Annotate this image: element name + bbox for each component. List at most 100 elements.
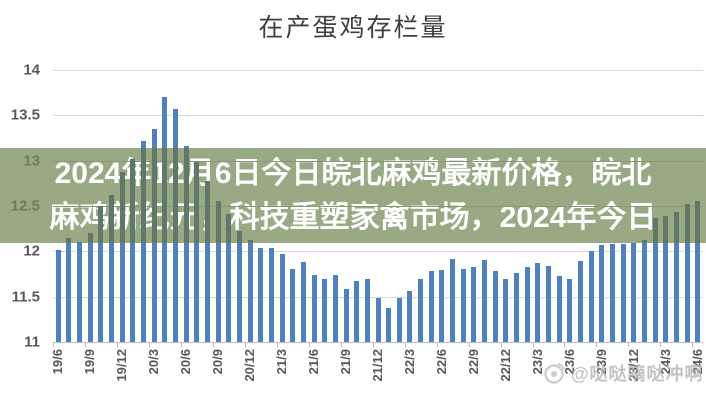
bar: [439, 270, 445, 342]
bar: [119, 171, 125, 342]
bar-ghost: [652, 217, 658, 243]
bar: [641, 240, 647, 342]
bar-ghost: [236, 231, 242, 243]
bar: [375, 298, 381, 342]
x-axis-tick-label: 21/9: [338, 349, 354, 375]
bar: [109, 195, 115, 342]
watermark-handle: @哒哒嘀哒冲啊: [571, 364, 704, 384]
x-axis-tick: [212, 342, 214, 347]
bar: [492, 271, 498, 342]
bar: [258, 247, 264, 342]
bar: [130, 158, 136, 342]
bar: [460, 269, 466, 342]
bar-ghost: [173, 148, 179, 243]
overlay-text-line1: 2024年12月6日今日皖北麻鸡最新价格，皖北: [54, 157, 652, 190]
bar: [77, 242, 83, 342]
bar-ghost: [87, 233, 93, 243]
bar-ghost: [215, 200, 221, 243]
y-axis-tick-label: 13.5: [10, 106, 40, 124]
x-axis-tick: [180, 342, 182, 347]
bar: [226, 214, 232, 342]
bar: [695, 200, 701, 342]
bar: [652, 217, 658, 342]
x-axis-tick: [660, 342, 662, 347]
x-axis-line: [53, 342, 703, 343]
bar: [514, 273, 520, 342]
bar: [620, 244, 626, 342]
bar-ghost: [673, 212, 679, 243]
y-axis-tick-label-ghost: 12.5: [10, 197, 40, 215]
overlay-banner: 2024年12月6日今日皖北麻鸡最新价格，皖北 麻鸡新纪元，科技重塑家禽市场，2…: [0, 148, 706, 243]
chart-title: 在产蛋鸡存栏量: [258, 14, 448, 42]
bar: [567, 278, 573, 342]
x-axis-tick: [692, 342, 694, 347]
bar-ghost: [205, 180, 210, 243]
x-axis-tick: [53, 342, 54, 347]
bar-ghost: [684, 204, 690, 243]
bar: [98, 206, 104, 342]
bar: [55, 249, 61, 342]
x-axis-tick-label: 21/12: [370, 349, 385, 382]
x-axis-tick: [84, 342, 86, 347]
bar: [428, 271, 434, 342]
bar-ghost: [119, 171, 125, 243]
bar: [482, 260, 488, 342]
x-axis-tick-label: 19/6: [50, 349, 66, 375]
x-axis-tick-label: 22/6: [433, 349, 449, 375]
x-axis-tick-label: 20/12: [242, 349, 258, 382]
bar-ghost: [77, 242, 83, 243]
x-axis-tick-label: 22/12: [497, 349, 513, 382]
x-axis-tick: [596, 342, 598, 347]
y-axis-tick-label-ghost: 13: [23, 152, 40, 170]
y-axis-tick-label: 11.5: [11, 288, 40, 306]
x-axis-tick-label: 19/12: [114, 349, 130, 382]
bar: [631, 243, 637, 342]
bar: [418, 278, 424, 342]
bar: [183, 146, 189, 342]
x-axis-tick: [148, 342, 150, 347]
bar: [322, 278, 328, 342]
x-axis-tick-label: 21/3: [274, 349, 290, 375]
bar: [300, 262, 306, 342]
x-axis-tick: [628, 342, 630, 347]
bar-ghost: [663, 215, 669, 243]
x-axis-tick: [244, 342, 246, 347]
x-axis-tick: [340, 342, 342, 347]
weibo-logo-icon: [544, 362, 566, 384]
bar: [236, 231, 242, 342]
x-axis-tick: [500, 342, 502, 347]
bar: [205, 180, 210, 342]
bar: [609, 244, 615, 342]
watermark: @哒哒嘀哒冲啊: [541, 360, 704, 386]
bar: [279, 254, 285, 342]
x-axis-tick-label: 22/9: [465, 349, 481, 375]
x-axis-tick-label: 19/9: [82, 349, 98, 375]
gridline: [53, 296, 703, 298]
bar-ghost: [247, 239, 253, 243]
bar-ghost: [98, 206, 104, 243]
y-axis-tick-label: 14: [23, 61, 40, 79]
x-axis-tick: [564, 342, 566, 347]
bar: [471, 266, 477, 342]
bar: [545, 265, 551, 342]
bar: [311, 274, 317, 342]
bar-ghost: [695, 200, 701, 243]
gridline: [53, 115, 703, 117]
bar-ghost: [641, 240, 647, 243]
bar: [673, 212, 679, 342]
bar: [599, 244, 605, 342]
bar: [194, 162, 200, 342]
bar: [354, 281, 360, 342]
gridline: [53, 70, 703, 71]
bar: [332, 274, 338, 342]
bar-ghost: [141, 148, 147, 243]
x-axis-tick: [372, 342, 374, 347]
x-axis-tick: [308, 342, 310, 347]
overlay-text-line2: 麻鸡新纪元，科技重塑家禽市场，2024年今日: [49, 201, 657, 234]
x-axis-tick: [436, 342, 438, 347]
x-axis-tick: [276, 342, 278, 347]
bar-ghost: [183, 148, 189, 243]
bar: [268, 247, 274, 342]
bar-ghost: [226, 214, 232, 243]
